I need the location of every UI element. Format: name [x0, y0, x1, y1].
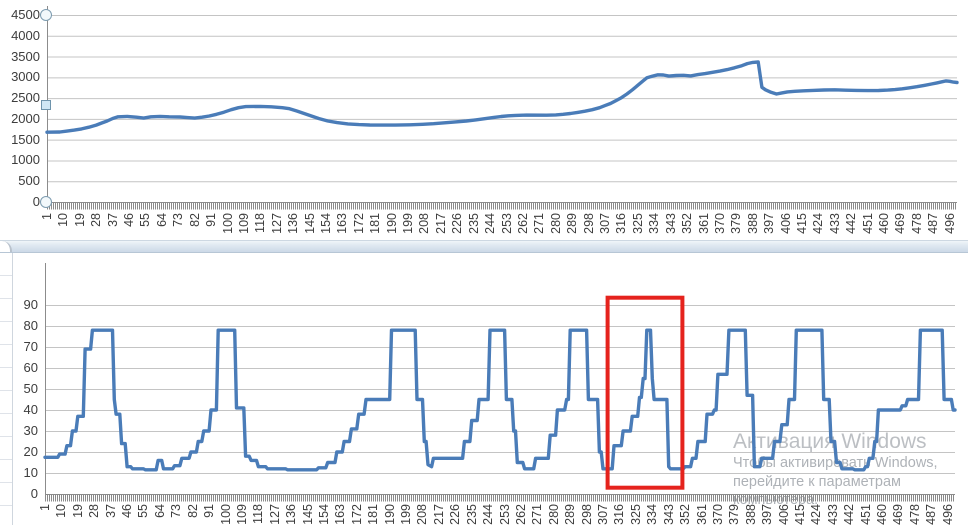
y-tick-label: 70: [23, 339, 38, 354]
y-tick-label: 40: [23, 402, 38, 417]
lower-chart[interactable]: Активация Windows Чтобы активировать Win…: [0, 253, 968, 525]
y-tick-label: 10: [23, 465, 38, 480]
series-line[interactable]: [45, 60, 959, 134]
selection-handle-top-left-icon[interactable]: [40, 9, 52, 21]
y-tick-label: 0: [32, 194, 40, 209]
selection-handle-bottom-left-icon[interactable]: [40, 196, 52, 208]
y-tick-label: 0: [30, 486, 38, 501]
y-tick-label: 2000: [11, 110, 40, 126]
y-tick-label: 2500: [11, 90, 40, 106]
y-tick-label: 1500: [11, 131, 40, 147]
chart-divider: [0, 240, 968, 253]
y-tick-label: 30: [23, 423, 38, 438]
selection-handle-middle-left-icon[interactable]: [41, 100, 51, 110]
y-tick-label: 20: [23, 444, 38, 459]
upper-chart[interactable]: 0 500 1000 1500 2000 2500 3000 3500 4000 4500 1 10…: [0, 0, 968, 240]
series-line[interactable]: [43, 328, 957, 472]
y-tick-label: 80: [23, 318, 38, 333]
y-tick-label: 50: [23, 381, 38, 396]
y-tick-label: 4000: [11, 27, 40, 43]
upper-chart-plot: [45, 6, 959, 210]
y-tick-label: 60: [23, 360, 38, 375]
worksheet-edge-strip: [0, 253, 13, 525]
y-tick-label: 4500: [11, 7, 40, 22]
highlight-rectangle[interactable]: [605, 295, 685, 490]
y-tick-label: 90: [23, 297, 38, 312]
y-tick-label: 1000: [11, 152, 40, 168]
y-tick-label: 500: [18, 173, 40, 189]
y-tick-label: 3500: [11, 48, 40, 64]
y-tick-label: 3000: [11, 69, 40, 85]
divider-corner: [0, 241, 12, 252]
lower-chart-plot: [43, 263, 957, 502]
